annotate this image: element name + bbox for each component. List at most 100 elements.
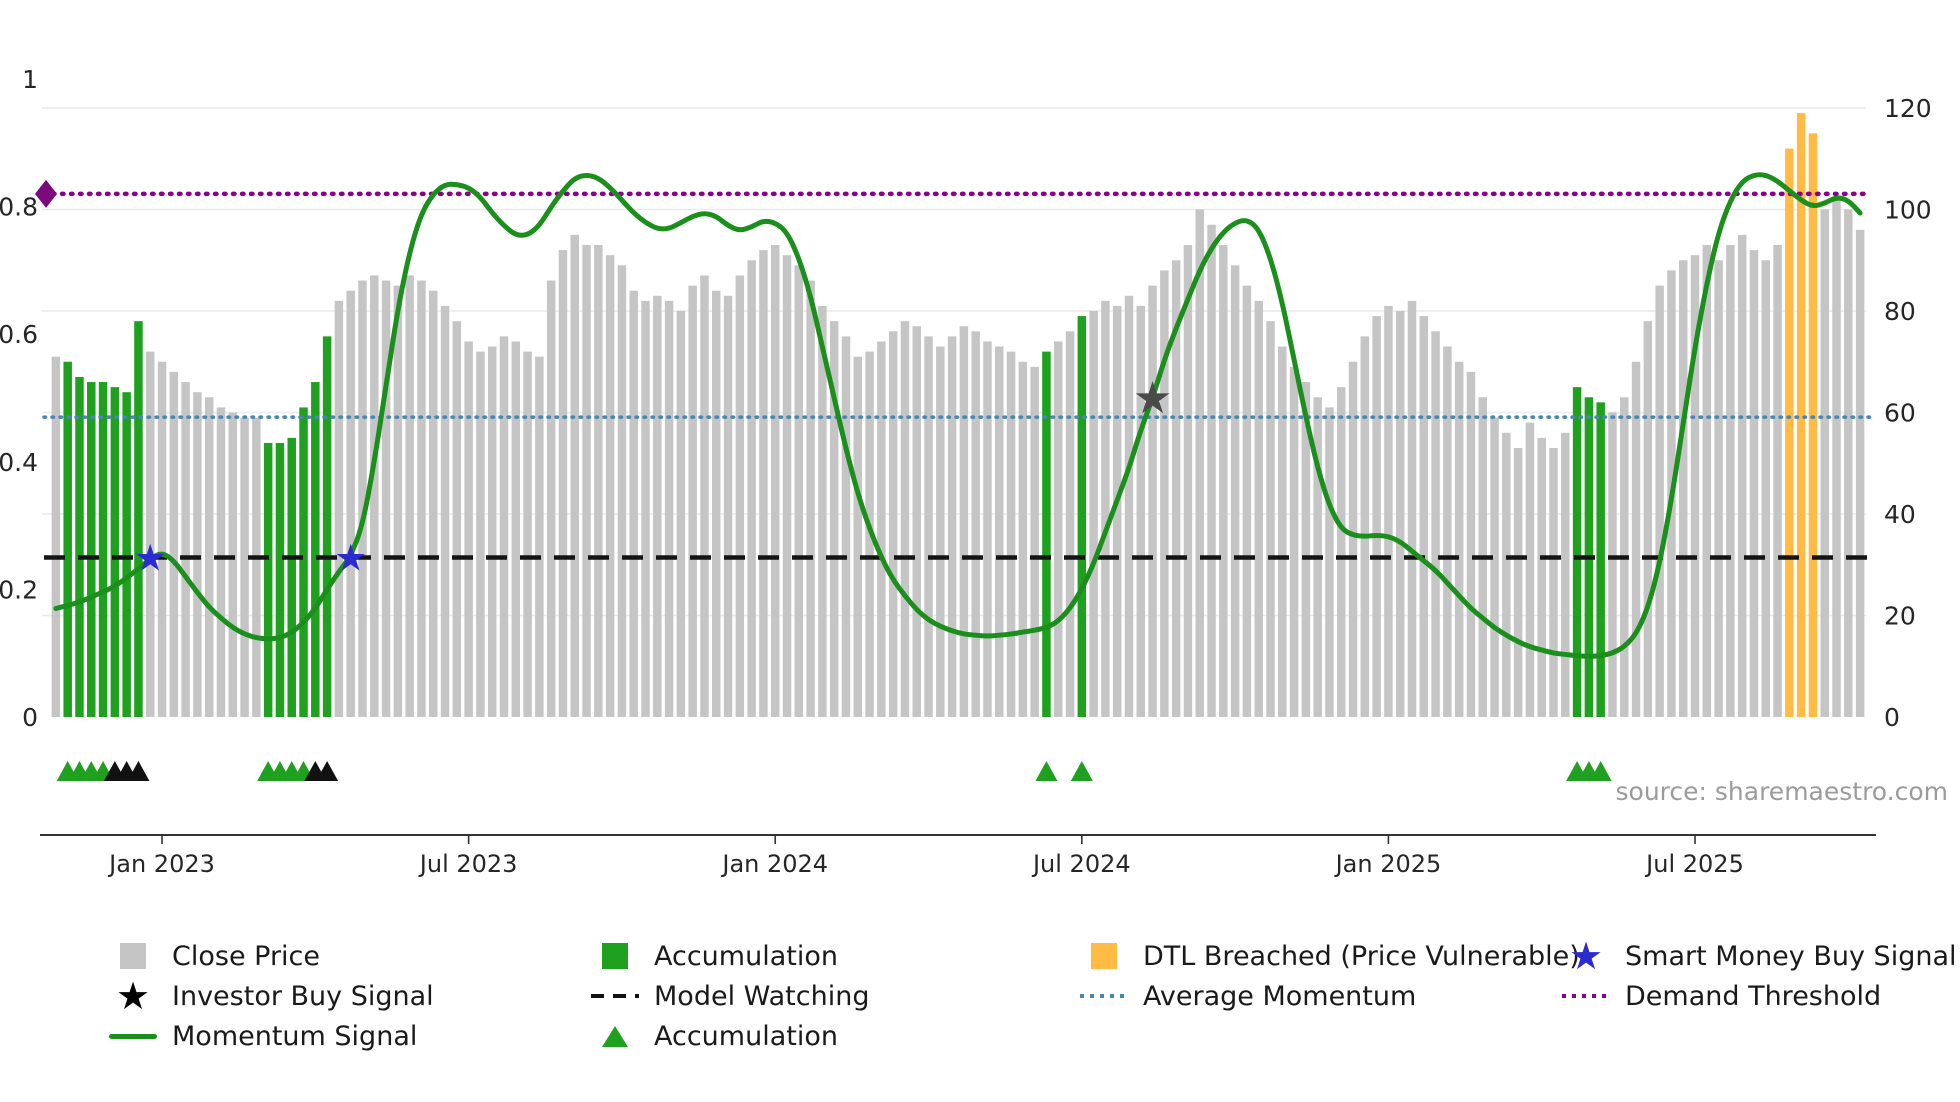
- close-price-bar: [51, 356, 61, 717]
- close-price-bar: [252, 417, 261, 717]
- close-price-bar: [1737, 234, 1747, 717]
- smart-money-buy-signal-swatch-shape: ★: [1568, 934, 1604, 978]
- close-price-bar: [1089, 311, 1098, 717]
- x-axis-tick-label: Jul 2023: [418, 850, 518, 878]
- right-axis-tick-label: 20: [1884, 602, 1916, 631]
- close-price-bar: [464, 341, 473, 717]
- close-price-bar: [535, 356, 544, 717]
- close-price-bar: [299, 407, 308, 717]
- momentum-signal-swatch-shape: [109, 1033, 157, 1039]
- close-price-bar: [570, 234, 579, 717]
- legend-label-average-momentum: Average Momentum: [1143, 980, 1417, 1012]
- legend-label-close-price: Close Price: [172, 940, 320, 972]
- legend-item-accumulation-markers: Accumulation: [582, 1016, 869, 1056]
- close-price-bar: [700, 275, 709, 717]
- close-price-bar: [936, 346, 945, 717]
- close-price-bar: [370, 275, 379, 717]
- right-axis-tick-label: 0: [1884, 703, 1900, 732]
- close-price-bar: [1030, 366, 1039, 717]
- x-axis-tick-label: Jul 2025: [1644, 850, 1744, 878]
- close-price-bar: [381, 280, 391, 717]
- close-price-bar: [1337, 387, 1346, 717]
- model-watching-swatch-icon: [582, 994, 648, 998]
- close-price-bar: [841, 336, 851, 717]
- left-axis-tick-label: 0.6: [0, 320, 38, 349]
- close-price-bar: [1608, 412, 1617, 717]
- legend-item-average-momentum: Average Momentum: [1071, 976, 1580, 1016]
- close-price-bar: [818, 305, 827, 717]
- close-price-bar: [900, 321, 910, 717]
- close-price-bar: [641, 300, 650, 717]
- close-price-bar: [1360, 336, 1370, 717]
- close-price-bar: [1443, 346, 1452, 717]
- close-price-bar: [122, 392, 131, 717]
- close-price-bar: [759, 250, 768, 717]
- close-price-bar: [1254, 300, 1263, 717]
- close-price-bar: [653, 295, 662, 717]
- smart-money-buy-star-icon: ★: [334, 537, 367, 580]
- close-price-bar: [1077, 316, 1087, 717]
- close-price-bar: [1101, 300, 1110, 717]
- close-price-bar: [204, 397, 214, 717]
- close-price-bar: [1278, 346, 1287, 717]
- close-price-bar: [617, 265, 627, 717]
- accumulation-triangle-icon: [1035, 761, 1058, 781]
- close-price-bar: [145, 351, 155, 717]
- close-price-swatch-shape: [120, 943, 146, 969]
- x-axis-tick-label: Jul 2024: [1031, 850, 1131, 878]
- close-price-bar: [1112, 305, 1122, 717]
- close-price-bar: [1702, 245, 1712, 717]
- right-axis-tick-label: 60: [1884, 399, 1916, 428]
- accumulation-triangle-black-icon: [127, 761, 150, 781]
- close-price-bar: [664, 300, 674, 717]
- close-price-bar: [487, 346, 497, 717]
- close-price-bar: [605, 255, 615, 718]
- close-price-bar: [1395, 311, 1405, 717]
- close-price-bar: [983, 341, 992, 717]
- close-price-bar: [1537, 437, 1546, 717]
- close-price-bar: [1160, 270, 1169, 717]
- close-price-bar: [1655, 285, 1664, 717]
- close-price-bar: [676, 311, 686, 717]
- investor-buy-star-icon: ★: [1133, 373, 1172, 424]
- close-price-bar: [1219, 245, 1228, 717]
- close-price-bar: [393, 285, 403, 717]
- close-price-bar: [1183, 245, 1193, 717]
- close-price-bar: [263, 442, 273, 717]
- close-price-bar: [829, 321, 839, 717]
- close-price-bar: [1195, 209, 1204, 717]
- close-price-bar: [1572, 387, 1582, 717]
- close-price-bar: [888, 331, 898, 717]
- close-price-bar: [87, 382, 96, 717]
- close-price-bar: [193, 392, 202, 717]
- investor-buy-signal-swatch-shape: ★: [115, 974, 151, 1018]
- legend-item-close-price: Close Price: [100, 936, 434, 976]
- close-price-bar: [959, 326, 969, 717]
- close-price-bar: [688, 285, 697, 717]
- close-price-bar: [770, 245, 780, 717]
- close-price-bar: [971, 331, 980, 717]
- close-price-bar: [523, 351, 532, 717]
- momentum-signal-line: [53, 172, 1863, 659]
- close-price-bar: [1714, 260, 1723, 717]
- demand-threshold-diamond-icon: [35, 179, 57, 208]
- close-price-bar: [1230, 265, 1240, 717]
- legend-item-momentum-signal: Momentum Signal: [100, 1016, 434, 1056]
- close-price-bar: [924, 336, 933, 717]
- dtl-breached-swatch-shape: [1091, 943, 1117, 969]
- close-price-bar: [1171, 260, 1181, 717]
- close-price-bar: [1242, 285, 1252, 717]
- close-price-bar: [558, 250, 568, 717]
- close-price-bar: [275, 442, 285, 717]
- legend-label-model-watching: Model Watching: [654, 980, 870, 1012]
- close-price-bar: [877, 341, 886, 717]
- close-price-bar: [1502, 432, 1511, 717]
- close-price-bar: [1490, 417, 1499, 717]
- left-axis-tick-label: 0.4: [0, 448, 38, 477]
- accumulation-markers-swatch-shape: [602, 1025, 628, 1047]
- close-price-bar: [1301, 382, 1311, 717]
- close-price-bar: [476, 351, 485, 717]
- close-price-bar: [1643, 321, 1653, 717]
- left-axis-tick-label: 0.2: [0, 575, 38, 604]
- close-price-bar: [1065, 331, 1075, 717]
